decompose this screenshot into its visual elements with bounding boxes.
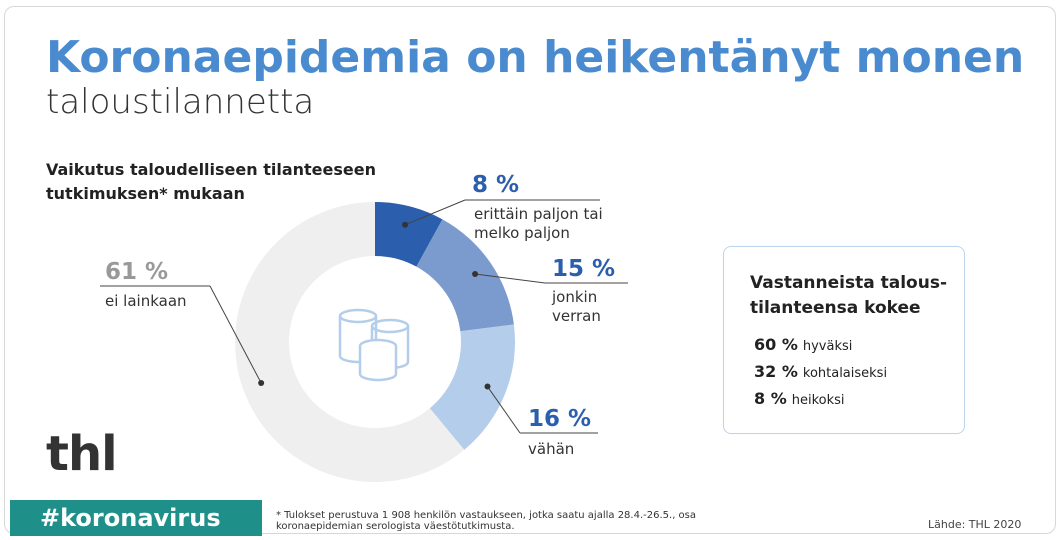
- category-label: vähän: [528, 440, 575, 458]
- category-label: jonkin verran: [552, 288, 601, 325]
- info-box: Vastanneista talous-tilanteensa kokee 60…: [723, 246, 965, 434]
- leader: [484, 383, 598, 434]
- category-label: erittäin paljon tai melko paljon: [474, 205, 603, 242]
- hashtag: #koronavirus: [10, 500, 262, 536]
- page-title: Koronaepidemia on heikentänyt monen: [46, 32, 1025, 83]
- card: [4, 6, 1056, 534]
- leader: [100, 285, 265, 386]
- leader-line: [487, 386, 521, 434]
- source: Lähde: THL 2020: [928, 518, 1022, 531]
- value-label: 15 %: [552, 256, 616, 282]
- info-text: kohtalaiseksi: [802, 366, 888, 381]
- info-text: hyväksi: [802, 339, 853, 354]
- footnote: * Tulokset perustuva 1 908 henkilön vast…: [276, 510, 697, 532]
- info-value: 60 %: [754, 335, 798, 354]
- donut-segment: [375, 202, 443, 267]
- leader: [402, 199, 600, 228]
- donut-segment: [416, 219, 514, 332]
- leader-line: [404, 199, 466, 226]
- info-value: 8 %: [754, 389, 787, 408]
- leader-dot: [472, 270, 479, 277]
- info-item: 32 % kohtalaiseksi: [754, 362, 887, 381]
- chart-title: Vaikutus taloudelliseen tilanteeseen tut…: [46, 160, 376, 203]
- info-item: 60 % hyväksi: [754, 335, 852, 354]
- info-value: 32 %: [754, 362, 798, 381]
- info-item: 8 % heikoksi: [754, 389, 845, 408]
- leader-dot: [258, 379, 265, 386]
- info-text: heikoksi: [791, 393, 845, 408]
- value-label: 16 %: [528, 406, 592, 432]
- category-label: ei lainkaan: [105, 292, 187, 310]
- donut-segment: [429, 324, 515, 450]
- leader-line: [209, 285, 262, 384]
- leader-dot: [402, 221, 409, 228]
- value-label: 8 %: [472, 172, 520, 198]
- value-label: 61 %: [105, 259, 169, 285]
- leader-line: [475, 273, 546, 284]
- logo: thl: [46, 426, 118, 482]
- leader-dot: [484, 383, 491, 390]
- coin-icon: [338, 308, 410, 382]
- page-subtitle: taloustilannetta: [46, 82, 315, 122]
- info-title: Vastanneista talous-tilanteensa kokee: [750, 273, 947, 318]
- leader: [472, 270, 628, 284]
- donut-segment: [235, 202, 465, 482]
